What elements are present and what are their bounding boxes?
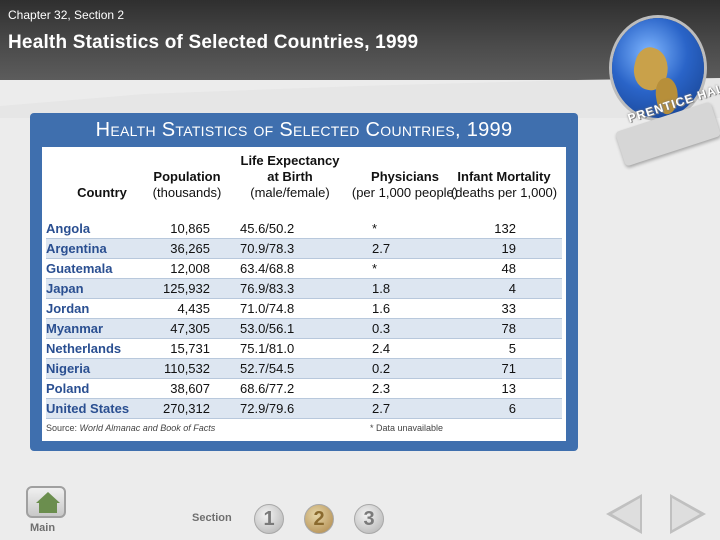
cell-physicians: * <box>372 221 378 236</box>
cell-life-expectancy: 45.6/50.2 <box>240 221 295 236</box>
cell-population: 10,865 <box>170 221 210 236</box>
cell-population: 36,265 <box>170 241 210 256</box>
cell-physicians: 2.7 <box>372 241 391 256</box>
cell-infant-mortality: 5 <box>508 341 516 356</box>
next-button[interactable] <box>672 498 700 530</box>
cell-life-expectancy: 63.4/68.8 <box>240 261 295 276</box>
header-population-unit: (thousands) <box>152 185 222 200</box>
table-row: Nigeria 110,532 52.7/54.5 0.2 71 <box>46 359 562 379</box>
table-row: United States 270,312 72.9/79.6 2.7 6 <box>46 399 562 419</box>
section-1-button[interactable]: 1 <box>254 504 284 534</box>
table-row: Poland 38,607 68.6/77.2 2.3 13 <box>46 379 562 399</box>
cell-infant-mortality: 13 <box>501 381 516 396</box>
header-life-expectancy-unit: (male/female) <box>250 185 330 200</box>
header-physicians: Physicians <box>371 169 439 184</box>
home-icon-body <box>39 503 57 513</box>
cell-physicians: 0.3 <box>372 321 391 336</box>
cell-infant-mortality: 6 <box>508 401 516 416</box>
header-country: Country <box>77 185 127 200</box>
section-label: Section <box>192 512 232 524</box>
source-title: World Almanac and Book of Facts <box>79 423 216 433</box>
cell-physicians: 0.2 <box>372 361 391 376</box>
cell-country: United States <box>46 401 130 416</box>
main-label[interactable]: Main <box>30 522 56 534</box>
header-infant-mortality: Infant Mortality <box>457 169 551 184</box>
cell-country: Nigeria <box>46 361 91 376</box>
statistics-table: Country Population (thousands) Life Expe… <box>42 147 566 441</box>
publisher-logo: PRENTICE HALL <box>600 8 720 167</box>
cell-population: 47,305 <box>170 321 210 336</box>
header-life-expectancy-2: at Birth <box>267 169 313 184</box>
cell-infant-mortality: 78 <box>501 321 516 336</box>
page-title: Health Statistics of Selected Countries,… <box>8 32 419 53</box>
header-infant-mortality-unit: (deaths per 1,000) <box>450 185 558 200</box>
header-population: Population <box>153 169 221 184</box>
cell-life-expectancy: 70.9/78.3 <box>240 241 295 256</box>
cell-life-expectancy: 76.9/83.3 <box>240 281 295 296</box>
cell-life-expectancy: 75.1/81.0 <box>240 341 295 356</box>
previous-button[interactable] <box>612 498 640 530</box>
source-prefix: Source: <box>46 423 78 433</box>
cell-physicians: 2.7 <box>372 401 391 416</box>
cell-infant-mortality: 48 <box>501 261 516 276</box>
cell-infant-mortality: 132 <box>494 221 516 236</box>
cell-physicians: * <box>372 261 378 276</box>
cell-life-expectancy: 68.6/77.2 <box>240 381 295 396</box>
cell-population: 270,312 <box>163 401 210 416</box>
cell-population: 110,532 <box>163 361 210 376</box>
cell-physicians: 1.6 <box>372 301 391 316</box>
main-button[interactable] <box>26 486 66 518</box>
cell-life-expectancy: 71.0/74.8 <box>240 301 295 316</box>
cell-country: Guatemala <box>46 261 113 276</box>
cell-physicians: 2.4 <box>372 341 391 356</box>
table-panel: Health Statistics of Selected Countries,… <box>30 113 578 451</box>
table-row: Myanmar 47,305 53.0/56.1 0.3 78 <box>46 319 562 339</box>
cell-physicians: 2.3 <box>372 381 391 396</box>
cell-country: Poland <box>46 381 90 396</box>
globe-icon <box>612 18 704 118</box>
cell-infant-mortality: 4 <box>508 281 516 296</box>
cell-country: Argentina <box>46 241 107 256</box>
section-3-button[interactable]: 3 <box>354 504 384 534</box>
header-physicians-unit: (per 1,000 people) <box>351 185 459 200</box>
cell-life-expectancy: 53.0/56.1 <box>240 321 295 336</box>
cell-infant-mortality: 19 <box>501 241 516 256</box>
cell-infant-mortality: 71 <box>501 361 516 376</box>
cell-country: Angola <box>46 221 91 236</box>
cell-country: Myanmar <box>46 321 104 336</box>
table-row: Jordan 4,435 71.0/74.8 1.6 33 <box>46 299 562 319</box>
header-life-expectancy: Life Expectancy <box>240 153 340 168</box>
cell-population: 15,731 <box>170 341 210 356</box>
cell-population: 12,008 <box>170 261 210 276</box>
cell-country: Netherlands <box>46 341 122 356</box>
table-row: Netherlands 15,731 75.1/81.0 2.4 5 <box>46 339 562 359</box>
cell-population: 125,932 <box>163 281 210 296</box>
table-source: Source: World Almanac and Book of Facts <box>46 423 215 433</box>
table-title: Health Statistics of Selected Countries,… <box>95 119 513 141</box>
table-row: Japan 125,932 76.9/83.3 1.8 4 <box>46 279 562 299</box>
section-2-button[interactable]: 2 <box>304 504 334 534</box>
cell-population: 4,435 <box>177 301 210 316</box>
table-row: Argentina 36,265 70.9/78.3 2.7 19 <box>46 239 562 259</box>
chapter-label: Chapter 32, Section 2 <box>8 8 125 22</box>
table-row: Angola 10,865 45.6/50.2 * 132 <box>46 219 562 239</box>
table-footnote: * Data unavailable <box>370 423 444 433</box>
cell-life-expectancy: 72.9/79.6 <box>240 401 295 416</box>
cell-physicians: 1.8 <box>372 281 391 296</box>
cell-life-expectancy: 52.7/54.5 <box>240 361 295 376</box>
table-row: Guatemala 12,008 63.4/68.8 * 48 <box>46 259 562 279</box>
header-banner <box>0 0 720 80</box>
table-body: Angola 10,865 45.6/50.2 * 132 Argentina … <box>46 219 562 419</box>
home-icon <box>36 492 60 503</box>
cell-country: Japan <box>46 281 84 296</box>
cell-infant-mortality: 33 <box>501 301 516 316</box>
cell-country: Jordan <box>46 301 90 316</box>
cell-population: 38,607 <box>170 381 210 396</box>
